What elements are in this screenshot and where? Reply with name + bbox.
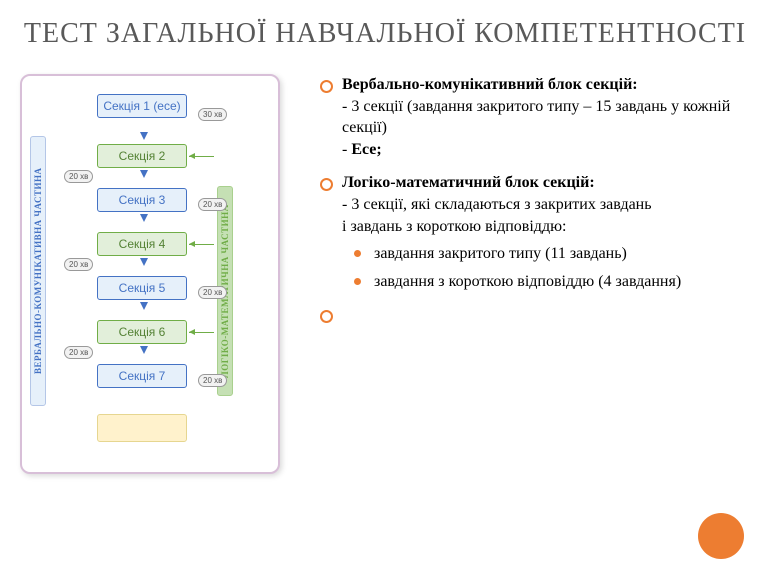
- logic-line2: і завдань з короткою відповіддю:: [342, 218, 566, 235]
- sub-short: завдання з короткою відповіддю (4 завдан…: [354, 271, 750, 293]
- corner-decoration: [698, 513, 744, 559]
- logic-title: Логіко-математичний блок секцій:: [342, 174, 595, 191]
- structure-diagram: ВЕРБАЛЬНО-КОМУНІКАТИВНА ЧАСТИНА ЛОГІКО-М…: [20, 74, 280, 474]
- empty-section: [97, 414, 187, 442]
- logic-line1: - 3 секції, які складаються з закритих з…: [342, 196, 652, 213]
- arrow-down-3: [140, 214, 148, 222]
- section-box-2: Секція 2: [97, 144, 187, 168]
- arrow-down-2: [140, 170, 148, 178]
- section-box-5: Секція 5: [97, 276, 187, 300]
- section-box-7: Секція 7: [97, 364, 187, 388]
- arrow-down-1: [140, 132, 148, 140]
- verbal-line2-prefix: -: [342, 141, 351, 158]
- time-badge-7: 20 хв: [198, 374, 227, 387]
- section-box-1: Секція 1 (есе): [97, 94, 187, 118]
- arrow-left-4: [189, 244, 214, 245]
- sub-closed: завдання закритого типу (11 завдань): [354, 243, 750, 265]
- content-row: ВЕРБАЛЬНО-КОМУНІКАТИВНА ЧАСТИНА ЛОГІКО-М…: [0, 74, 770, 474]
- arrow-left-6: [189, 332, 214, 333]
- time-badge-5: 20 хв: [198, 286, 227, 299]
- time-badge-3: 20 хв: [198, 198, 227, 211]
- verbal-title: Вербально-комунікативний блок секцій:: [342, 76, 638, 93]
- arrow-down-4: [140, 258, 148, 266]
- verbal-line1: - 3 секції (завдання закритого типу – 15…: [342, 98, 730, 137]
- page-title: ТЕСТ ЗАГАЛЬНОЇ НАВЧАЛЬНОЇ КОМПЕТЕНТНОСТІ: [0, 0, 770, 74]
- arrow-down-5: [140, 302, 148, 310]
- left-part-label: ВЕРБАЛЬНО-КОМУНІКАТИВНА ЧАСТИНА: [30, 136, 46, 406]
- time-badge-6: 20 хв: [64, 346, 93, 359]
- time-badge-4: 20 хв: [64, 258, 93, 271]
- time-badge-1: 30 хв: [198, 108, 227, 121]
- arrow-down-6: [140, 346, 148, 354]
- section-box-3: Секція 3: [97, 188, 187, 212]
- time-badge-2: 20 хв: [64, 170, 93, 183]
- verbal-ese: Есе;: [351, 141, 381, 158]
- description-text: Вербально-комунікативний блок секцій: - …: [320, 74, 750, 474]
- section-box-6: Секція 6: [97, 320, 187, 344]
- section-box-4: Секція 4: [97, 232, 187, 256]
- bullet-verbal: Вербально-комунікативний блок секцій: - …: [320, 74, 750, 160]
- arrow-left-2: [189, 156, 214, 157]
- bullet-logic: Логіко-математичний блок секцій: - 3 сек…: [320, 172, 750, 292]
